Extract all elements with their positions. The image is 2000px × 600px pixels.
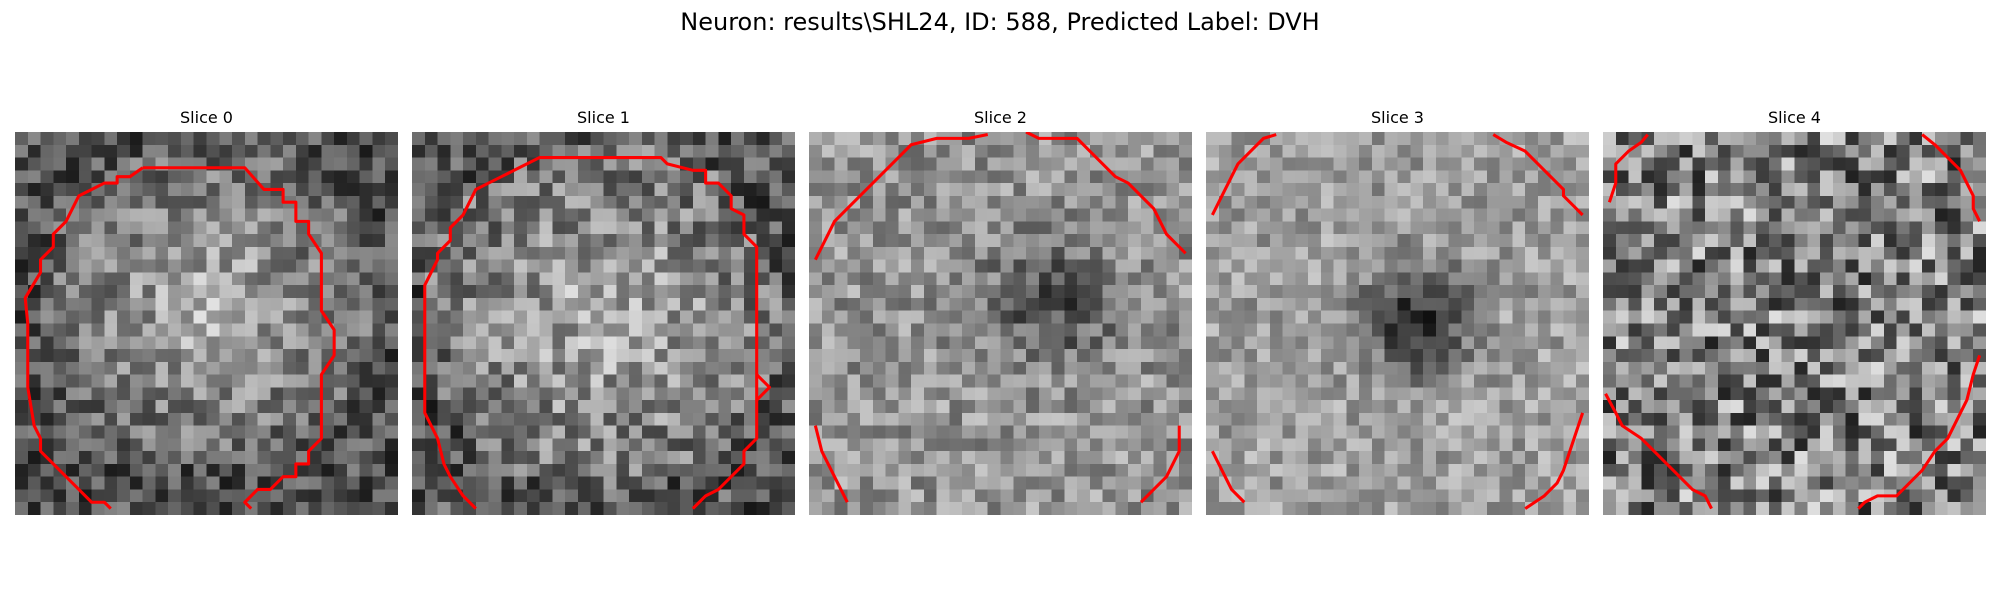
slice-panel-4: Slice 4	[1603, 108, 1986, 515]
slice-title-4: Slice 4	[1768, 108, 1821, 127]
contour-line-4-0	[1607, 133, 1649, 203]
contour-line-3-3	[1524, 412, 1585, 510]
contour-line-3-0	[1211, 133, 1277, 216]
slice-title-3: Slice 3	[1371, 108, 1424, 127]
slice-title-0: Slice 0	[180, 108, 233, 127]
slice-title-1: Slice 1	[577, 108, 630, 127]
contour-line-2-0	[814, 133, 989, 261]
slice-panel-1: Slice 1	[412, 108, 795, 515]
contour-line-4-3	[1857, 354, 1982, 510]
contour-line-3-2	[1211, 450, 1246, 504]
contour-line-3-1	[1492, 133, 1584, 217]
slice-panel-3: Slice 3	[1206, 108, 1589, 515]
contour-line-0-0	[142, 166, 336, 510]
slice-image-4	[1603, 132, 1986, 515]
slice-image-3	[1206, 132, 1589, 515]
contour-line-2-1	[1025, 132, 1187, 255]
slice-panel-2: Slice 2	[809, 108, 1192, 515]
contour-line-2-3	[1139, 425, 1181, 504]
contour-line-2-2	[813, 425, 849, 503]
contour-line-4-2	[1604, 392, 1713, 510]
slice-image-2	[809, 132, 1192, 515]
contour-line-1-1	[755, 373, 771, 402]
slice-title-2: Slice 2	[974, 108, 1027, 127]
contour-line-0-1	[23, 166, 144, 510]
slice-panel-0: Slice 0	[15, 108, 398, 515]
contour-line-1-0	[423, 156, 759, 510]
slice-image-1	[412, 132, 795, 515]
figure-title: Neuron: results\SHL24, ID: 588, Predicte…	[680, 8, 1320, 36]
contour-line-4-1	[1921, 133, 1981, 223]
slice-image-0	[15, 132, 398, 515]
